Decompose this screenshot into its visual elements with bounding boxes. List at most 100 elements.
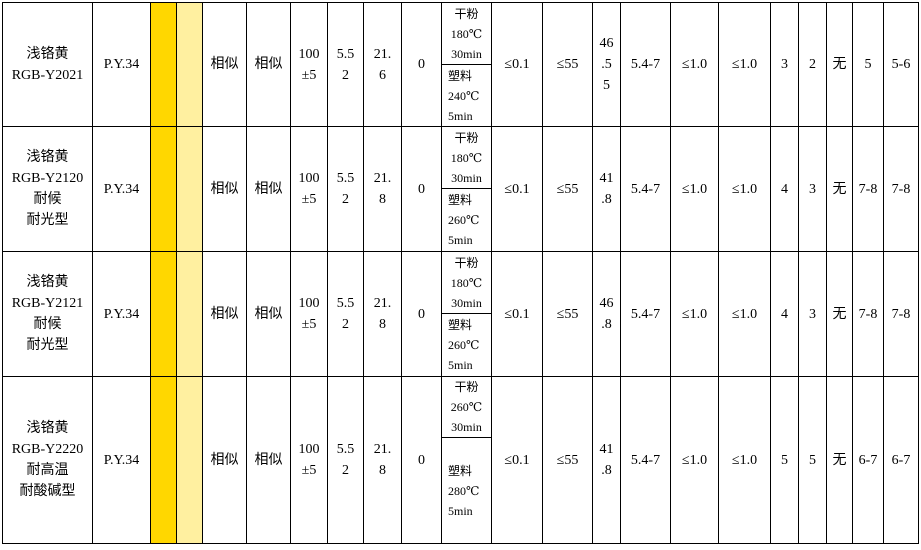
text-line: 46 (599, 36, 614, 51)
text-line: 2 (342, 463, 349, 478)
text-line: 21. (373, 171, 392, 186)
strength: 100 ±5 (290, 376, 328, 544)
text-line: 5.5 (336, 171, 355, 186)
value-b: 21. 6 (363, 2, 402, 127)
text-line: 8 (379, 192, 386, 207)
text-line: .8 (601, 463, 612, 478)
shade-tint: 相似 (246, 251, 291, 377)
strength: 100 ±5 (290, 2, 328, 127)
value-j: 2 (798, 2, 827, 127)
text-line: 塑料 (448, 193, 473, 207)
text-line: 5.5 (336, 46, 355, 62)
product-name: 浅铬黄 RGB-Y2121 耐候 耐光型 (2, 251, 93, 377)
value-j: 3 (798, 126, 827, 252)
text-line: 耐高温 (26, 463, 69, 478)
text-line: 耐候 (33, 192, 62, 207)
value-i: 3 (770, 2, 799, 127)
text-line: 5 (603, 78, 610, 93)
value-i: 4 (770, 126, 799, 252)
text-line: 46 (599, 296, 614, 311)
text-line: 浅铬黄 (26, 275, 69, 290)
text-line: 2 (342, 67, 349, 83)
value-h: ≤1.0 (718, 376, 771, 544)
text-line: 6 (379, 67, 386, 83)
text-line: 5.5 (336, 296, 355, 311)
text-line: 30min (451, 46, 482, 61)
table-subrow: 塑料 280℃ 5min (3, 437, 919, 544)
heat-resistance-plastic: 塑料 280℃ 5min (441, 437, 492, 544)
value-h: ≤1.0 (718, 251, 771, 377)
weatherfastness: 6-7 (883, 376, 919, 544)
lightfastness: 6-7 (852, 376, 884, 544)
text-line: 100 (298, 296, 320, 311)
text-line: 21. (373, 442, 392, 457)
text-line: RGB-Y2121 (11, 296, 84, 311)
value-g: ≤1.0 (670, 251, 719, 377)
value-a: 5.5 2 (327, 376, 364, 544)
color-index: P.Y.34 (92, 2, 151, 127)
color-swatch-masstone (150, 376, 177, 544)
value-k: 无 (826, 2, 853, 127)
value-d: ≤0.1 (491, 376, 543, 544)
heat-resistance-powder: 干粉 180℃ 30min (441, 251, 492, 314)
heat-resistance-powder: 干粉 180℃ 30min (441, 2, 492, 65)
text-line: RGB-Y2120 (11, 171, 84, 186)
text-line: .5 (601, 57, 612, 72)
product-name: 浅铬黄 RGB-Y2120 耐候 耐光型 (2, 126, 93, 252)
value-b: 21. 8 (363, 126, 402, 252)
text-line: 浅铬黄 (26, 421, 69, 436)
text-line: 5min (448, 108, 473, 123)
color-index: P.Y.34 (92, 251, 151, 377)
value-f: 46.8 (592, 251, 621, 377)
product-name: 浅铬黄 RGB-Y2021 (2, 2, 93, 127)
value-e: ≤55 (542, 2, 593, 127)
text-line: .8 (601, 192, 612, 207)
text-line: 5min (448, 503, 473, 518)
value-b: 21. 8 (363, 376, 402, 544)
color-swatch-masstone (150, 251, 177, 377)
text-line: 干粉 (454, 6, 479, 21)
text-line: 180℃ (450, 275, 483, 290)
text-line: 21. (373, 296, 392, 311)
value-f: 46.5 5 (592, 2, 621, 127)
value-a: 5.5 2 (327, 126, 364, 252)
text-line: 8 (379, 463, 386, 478)
value-j: 5 (798, 376, 827, 544)
shade-masstone: 相似 (202, 126, 247, 252)
color-swatch-tint (176, 376, 203, 544)
value-k: 无 (826, 251, 853, 377)
text-line: 260℃ (448, 213, 480, 227)
value-f: 41.8 (592, 126, 621, 252)
color-swatch-masstone (150, 126, 177, 252)
table-row: 浅铬黄 RGB-Y2121 耐候 耐光型 P.Y.34 相似 相似 100 ±5 5.5 2 21. 8… (2, 251, 919, 377)
text-line: 100 (298, 442, 320, 457)
value-c: 0 (401, 2, 442, 127)
text-line: 41 (599, 442, 614, 457)
text-line: 5min (448, 358, 473, 372)
text-line: 浅铬黄 (26, 46, 69, 62)
text-line: 2 (342, 317, 349, 332)
text-line: 100 (298, 46, 320, 62)
ph: 5.4-7 (620, 376, 671, 544)
text-line: ±5 (301, 67, 317, 83)
ph: 5.4-7 (620, 251, 671, 377)
color-swatch-tint (176, 126, 203, 252)
text-line: 21. (373, 46, 392, 62)
text-line: 干粉 (454, 130, 479, 145)
value-a: 5.5 2 (327, 2, 364, 127)
lightfastness: 7-8 (852, 126, 884, 252)
text-line: 5.5 (336, 442, 355, 457)
text-line: 260℃ (450, 400, 483, 414)
value-j: 3 (798, 251, 827, 377)
text-line: ±5 (301, 192, 317, 207)
value-k: 无 (826, 376, 853, 544)
text-line: 30min (451, 295, 482, 310)
color-index: P.Y.34 (92, 376, 151, 544)
shade-masstone: 相似 (202, 2, 247, 127)
value-e: ≤55 (542, 376, 593, 544)
ph: 5.4-7 (620, 2, 671, 127)
value-d: ≤0.1 (491, 251, 543, 377)
value-c: 0 (401, 376, 442, 544)
ph: 5.4-7 (620, 126, 671, 252)
heat-resistance-powder: 干粉 180℃ 30min (441, 126, 492, 189)
